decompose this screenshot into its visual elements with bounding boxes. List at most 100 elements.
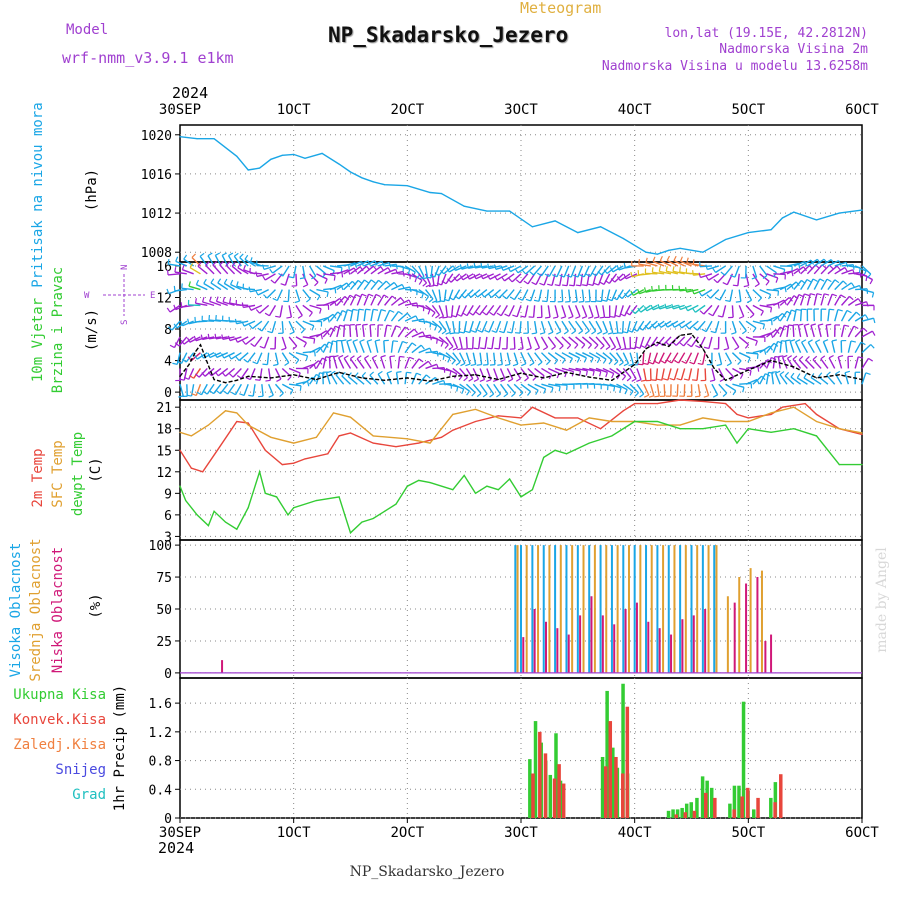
wind-barb-flag: [826, 278, 832, 283]
wind-speed-line: [179, 333, 863, 384]
data-point: [338, 435, 340, 437]
wind-barb: [174, 288, 187, 292]
wind-barb: [673, 259, 685, 267]
wind-barb-flag: [596, 358, 601, 364]
wind-barb-flag: [299, 385, 302, 391]
wind-barb: [281, 321, 284, 334]
data-point: [395, 503, 397, 505]
wind-barb-flag: [214, 352, 218, 358]
wind-barb-flag: [435, 314, 440, 319]
wind-barb-flag: [613, 360, 619, 366]
wind-barb-flag: [563, 330, 569, 335]
wind-barb-flag: [404, 326, 410, 331]
wind-barb: [445, 273, 454, 285]
wind-barb: [336, 295, 346, 306]
wind-barb-flag: [782, 354, 788, 358]
wind-barb: [295, 289, 301, 302]
data-point: [463, 474, 465, 476]
wind-barb-flag: [777, 303, 780, 309]
wind-barb-flag: [569, 358, 573, 364]
wind-barb: [636, 320, 645, 332]
wind-barb-flag: [365, 308, 371, 311]
wind-barb: [245, 336, 256, 345]
wind-barb-flag: [562, 284, 568, 287]
compass-rose: N W E S: [84, 265, 155, 325]
wind-barb: [267, 368, 272, 381]
wind-barb-flag: [539, 282, 545, 286]
wind-barb-flag: [790, 339, 796, 342]
wind-barb-flag: [181, 358, 187, 363]
wind-barb-flag: [569, 284, 575, 287]
data-point: [236, 379, 238, 381]
wind-barb: [731, 336, 740, 348]
legend-total: Ukupna Kisa: [13, 687, 106, 703]
data-point: [725, 238, 727, 241]
wind-barb-flag: [407, 269, 411, 275]
wind-barb-flag: [525, 298, 531, 302]
wind-barb: [683, 336, 693, 347]
wind-barb-flag: [605, 346, 611, 351]
wind-barb: [483, 289, 495, 298]
wind-barb-flag: [180, 302, 183, 308]
precip-bar-conv: [779, 774, 783, 818]
wind-barb: [481, 265, 494, 269]
wind-barb: [500, 305, 508, 317]
data-point: [395, 446, 397, 448]
wind-barb-flag: [278, 272, 284, 277]
model-label: Model: [66, 22, 108, 38]
wind-barb: [309, 304, 322, 310]
wind-barb-flag: [326, 330, 330, 336]
data-point: [577, 232, 579, 234]
wind-barb-flag: [566, 274, 572, 278]
wind-barb: [519, 273, 529, 284]
wind-barb: [708, 273, 720, 281]
wind-barb: [831, 340, 836, 353]
wind-barb-flag: [626, 377, 632, 382]
data-point: [304, 157, 306, 159]
wind-barb: [336, 325, 341, 338]
wind-barb-flag: [607, 298, 613, 302]
wind-barb-flag: [631, 309, 636, 314]
wind-barb: [461, 265, 474, 270]
wind-barb: [230, 283, 242, 291]
wind-barb: [532, 305, 536, 318]
wind-barb: [363, 265, 374, 275]
lonlat-text: lon,lat (19.15E, 42.2812N): [665, 26, 869, 41]
wind-barb-flag: [355, 293, 361, 298]
wind-barb-flag: [225, 261, 231, 266]
data-point: [304, 458, 306, 460]
wind-barb-flag: [749, 370, 752, 376]
wind-barb: [554, 367, 567, 373]
wind-barb: [295, 352, 308, 357]
wind-barb-flag: [686, 343, 692, 348]
wind-barb-flag: [815, 264, 820, 269]
wind-barb-flag: [857, 298, 862, 304]
wind-barb-flag: [749, 313, 755, 319]
wind-barb-flag: [473, 273, 477, 279]
data-point: [770, 359, 772, 362]
wind-barb: [803, 377, 815, 385]
wind-barb-flag: [364, 279, 369, 284]
wind-barb: [452, 383, 465, 390]
wind-barb: [468, 265, 481, 270]
wind-barb-flag: [313, 338, 316, 344]
wind-barb-flag: [421, 293, 424, 299]
wind-barb-flag: [233, 252, 239, 257]
wind-barb-flag: [610, 278, 616, 283]
wind-barb: [793, 294, 800, 306]
wind-barb: [793, 279, 803, 291]
wind-barb: [861, 273, 873, 281]
wind-barb: [465, 368, 474, 379]
cloud-title2: Srednja Oblacnost: [28, 538, 44, 681]
wind-barb-flag: [350, 355, 355, 360]
wind-barb-flag: [683, 378, 690, 381]
wind-barb: [445, 305, 449, 318]
wind-barb: [847, 325, 855, 338]
wind-barb: [693, 352, 699, 365]
precip-bar-conv: [625, 706, 630, 818]
wind-barb: [582, 352, 594, 359]
wind-barb: [398, 286, 411, 291]
data-point: [202, 471, 204, 473]
wind-barb-flag: [418, 358, 424, 363]
